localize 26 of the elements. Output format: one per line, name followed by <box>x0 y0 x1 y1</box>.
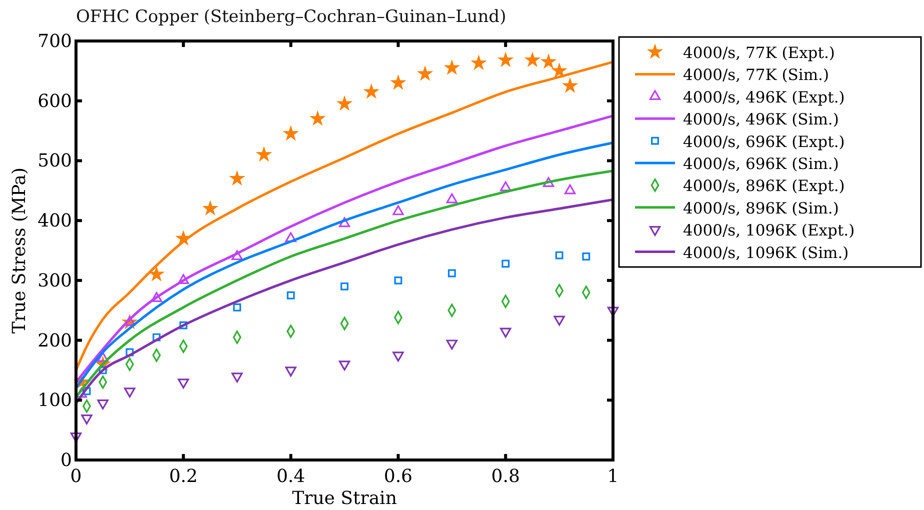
legend-label: 4000/s, 696K (Expt.) <box>683 132 845 151</box>
x-axis-title: True Strain <box>292 488 398 509</box>
x-tick-label: 0.6 <box>384 466 413 487</box>
legend-label: 4000/s, 896K (Expt.) <box>683 177 845 196</box>
legend-label: 4000/s, 1096K (Sim.) <box>683 244 849 262</box>
legend-label: 4000/s, 896K (Sim.) <box>683 199 839 218</box>
y-axis-title: True Stress (MPa) <box>9 167 30 334</box>
y-tick-label: 600 <box>38 90 72 112</box>
y-tick-label: 700 <box>38 31 72 52</box>
x-tick-label: 0.8 <box>491 466 520 487</box>
legend-label: 4000/s, 77K (Sim.) <box>683 66 830 84</box>
y-tick-label: 0 <box>60 450 72 471</box>
x-tick-label: 0.2 <box>169 466 198 487</box>
legend-label: 4000/s, 696K (Sim.) <box>683 155 839 173</box>
chart-title: OFHC Copper (Steinberg–Cochran–Guinan–Lund) <box>76 7 506 27</box>
legend-label: 4000/s, 496K (Sim.) <box>683 110 839 129</box>
y-tick-label: 200 <box>38 330 72 352</box>
x-tick-label: 0.4 <box>276 466 306 487</box>
legend-label: 4000/s, 496K (Expt.) <box>683 88 845 106</box>
y-tick-label: 100 <box>38 390 72 412</box>
y-tick-label: 400 <box>38 210 72 232</box>
y-tick-label: 500 <box>38 150 72 172</box>
legend-label: 4000/s, 77K (Expt.) <box>683 44 835 62</box>
x-tick-label: 1 <box>607 466 619 487</box>
legend-label: 4000/s, 1096K (Expt.) <box>683 222 855 240</box>
y-tick-label: 300 <box>38 270 72 292</box>
